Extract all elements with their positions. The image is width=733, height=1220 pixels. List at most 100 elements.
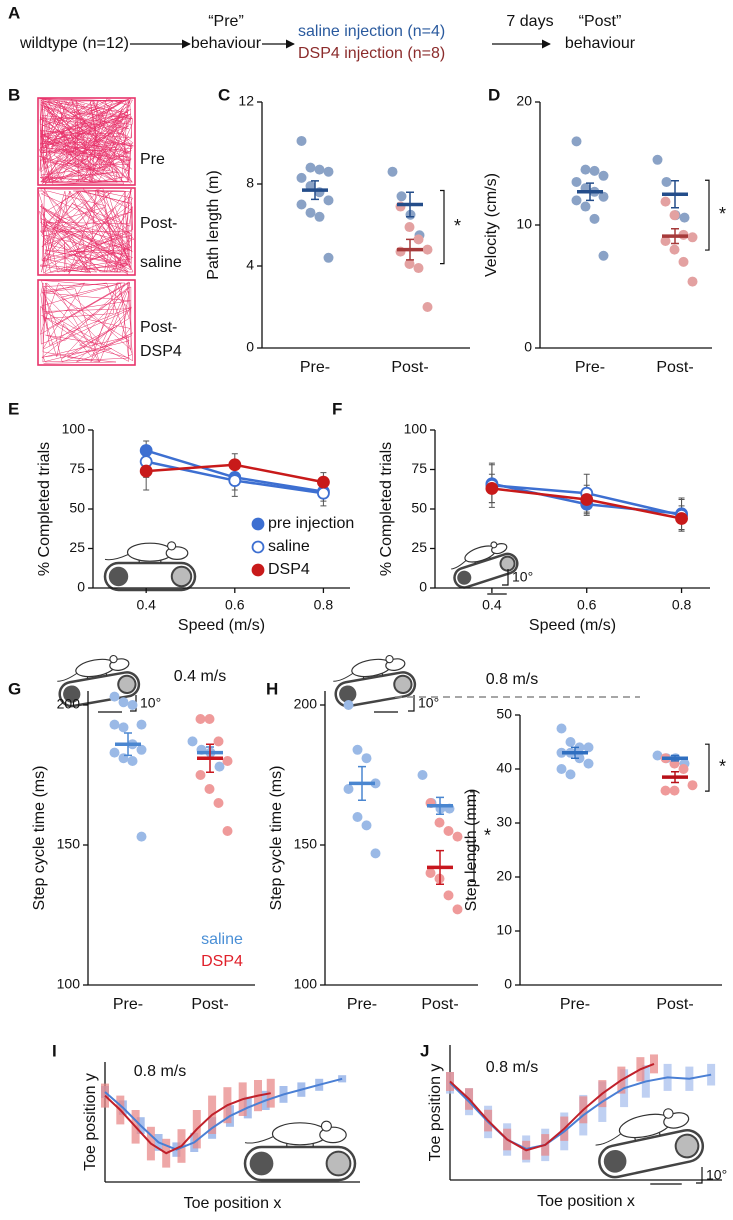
legend-marker (251, 563, 265, 577)
data-point (296, 199, 307, 210)
arena-border (37, 279, 136, 366)
x-tick-label: 0.4 (482, 597, 502, 613)
x-tick-label: Pre- (113, 996, 143, 1013)
data-point (660, 235, 671, 246)
flow-post: “Post” (579, 13, 622, 30)
data-point (652, 750, 663, 761)
incline-label: 10° (140, 695, 161, 711)
data-point (571, 176, 582, 187)
data-point (443, 890, 454, 901)
chart-title: 0.4 m/s (174, 668, 226, 685)
y-tick-label: 0 (419, 579, 427, 595)
y-axis-label: Velocity (cm/s) (483, 173, 500, 277)
legend-marker (251, 540, 265, 554)
data-point (574, 753, 585, 764)
y-axis-label: Toe position y (82, 1073, 99, 1171)
data-point (565, 737, 576, 747)
panel-label: H (266, 679, 278, 698)
treadmill-icon (333, 654, 417, 708)
incline-label: 10° (706, 1167, 727, 1183)
trace (38, 97, 134, 186)
data-point (195, 714, 206, 724)
arena-border (37, 187, 136, 276)
flow-pre: “Pre” (208, 13, 244, 30)
trace-label: DSP4 (140, 343, 182, 360)
y-tick-label: 10 (496, 922, 512, 938)
significance-bracket (705, 179, 710, 251)
data-point (370, 778, 381, 789)
incline-mark (650, 1167, 703, 1185)
x-tick-label: 0.8 (672, 597, 692, 613)
roller (339, 685, 357, 703)
data-point (580, 164, 591, 175)
data-point (452, 831, 463, 842)
data-point (214, 761, 225, 772)
y-tick-label: 100 (57, 976, 81, 992)
data-point (679, 212, 690, 223)
data-point (305, 162, 316, 173)
flow-interval: 7 days (506, 13, 553, 30)
data-point (195, 770, 206, 780)
mouse-legs (634, 1132, 661, 1142)
roller (325, 1150, 352, 1177)
y-tick-label: 75 (69, 460, 85, 476)
data-point (109, 747, 120, 758)
roller (499, 555, 516, 572)
roller (393, 674, 413, 695)
mouse-ear (385, 654, 394, 664)
panel-label: B (8, 85, 20, 104)
trace-label: Post- (140, 319, 177, 336)
data-point (396, 191, 407, 202)
mouse-tail (57, 672, 79, 682)
data-point (361, 753, 372, 764)
data-point (387, 166, 398, 177)
flow-post: behaviour (565, 35, 636, 52)
y-tick-label: 50 (496, 706, 512, 722)
flow-pre: behaviour (191, 35, 262, 52)
x-tick-label: Post- (391, 359, 428, 376)
trace-label: saline (140, 254, 182, 271)
treadmill-icon (451, 541, 519, 589)
mouse-ear (166, 541, 177, 551)
significance-bracket (440, 189, 445, 265)
roller (170, 565, 193, 588)
legend-marker (251, 517, 265, 531)
data-point (404, 222, 415, 233)
data-point (425, 868, 436, 878)
y-axis-label: Toe position y (427, 1064, 444, 1162)
data-point (598, 250, 609, 261)
data-point (687, 780, 698, 791)
mouse-tail (244, 1135, 275, 1144)
x-axis-label: Speed (m/s) (178, 617, 265, 634)
y-tick-label: 0 (246, 339, 254, 355)
y-tick-label: 4 (246, 257, 254, 273)
roller (108, 566, 129, 587)
data-point (323, 166, 334, 177)
treadmill-icon (595, 1108, 705, 1179)
data-point (556, 764, 567, 774)
mouse-ear (320, 1120, 332, 1132)
y-tick-label: 50 (69, 500, 85, 516)
marker (228, 458, 242, 472)
significance: * (719, 204, 726, 224)
data-point (661, 176, 672, 187)
data-point (127, 700, 138, 710)
mouse-tail (333, 672, 355, 682)
data-point (434, 817, 445, 828)
trace (37, 187, 135, 275)
error-band (650, 1054, 658, 1074)
data-point (678, 764, 689, 774)
y-tick-label: 100 (404, 421, 428, 437)
marker (228, 474, 242, 487)
arena-border (37, 97, 136, 186)
mouse-tail (104, 553, 130, 561)
mouse-ear (109, 654, 118, 664)
data-point (669, 785, 680, 796)
data-point (118, 722, 129, 733)
y-tick-label: 150 (294, 836, 318, 852)
data-point (652, 154, 663, 165)
y-tick-label: 200 (57, 696, 81, 712)
x-tick-label: Pre- (300, 359, 330, 376)
x-tick-label: Post- (656, 996, 693, 1013)
